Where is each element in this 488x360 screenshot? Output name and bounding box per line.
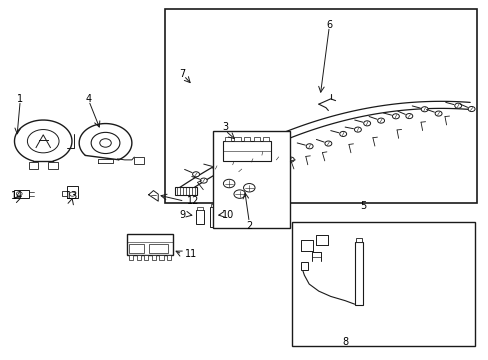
FancyBboxPatch shape	[166, 255, 171, 260]
Circle shape	[405, 113, 412, 118]
FancyBboxPatch shape	[151, 255, 156, 260]
FancyBboxPatch shape	[253, 137, 259, 141]
FancyBboxPatch shape	[244, 137, 250, 141]
Text: 8: 8	[342, 337, 347, 347]
Text: 1: 1	[17, 94, 23, 104]
Text: 4: 4	[85, 94, 92, 104]
Text: 6: 6	[326, 20, 332, 30]
Circle shape	[258, 151, 265, 156]
FancyBboxPatch shape	[129, 244, 143, 253]
Circle shape	[192, 172, 199, 177]
Circle shape	[243, 184, 255, 192]
Circle shape	[287, 157, 294, 162]
Circle shape	[305, 144, 312, 149]
FancyBboxPatch shape	[127, 234, 172, 255]
FancyBboxPatch shape	[209, 207, 217, 226]
FancyBboxPatch shape	[355, 238, 361, 242]
Text: 5: 5	[360, 202, 366, 211]
Circle shape	[91, 132, 120, 154]
FancyBboxPatch shape	[224, 137, 231, 141]
Circle shape	[229, 161, 236, 166]
FancyBboxPatch shape	[29, 162, 39, 169]
FancyBboxPatch shape	[197, 207, 203, 210]
Text: 12: 12	[186, 196, 199, 206]
FancyBboxPatch shape	[67, 186, 78, 198]
Circle shape	[200, 178, 207, 183]
Circle shape	[392, 114, 399, 119]
Text: 2: 2	[245, 221, 252, 231]
FancyBboxPatch shape	[165, 9, 476, 203]
Circle shape	[17, 192, 22, 196]
FancyBboxPatch shape	[144, 255, 148, 260]
Text: 10: 10	[221, 210, 233, 220]
FancyBboxPatch shape	[134, 157, 143, 164]
FancyBboxPatch shape	[159, 255, 163, 260]
Circle shape	[273, 156, 281, 161]
Circle shape	[434, 111, 441, 116]
Text: 11: 11	[184, 249, 197, 259]
Circle shape	[467, 107, 474, 112]
FancyBboxPatch shape	[210, 204, 216, 207]
FancyBboxPatch shape	[292, 222, 473, 346]
FancyBboxPatch shape	[62, 190, 67, 196]
FancyBboxPatch shape	[234, 137, 240, 141]
FancyBboxPatch shape	[129, 255, 133, 260]
FancyBboxPatch shape	[136, 255, 141, 260]
Circle shape	[354, 127, 361, 132]
Circle shape	[100, 139, 111, 147]
FancyBboxPatch shape	[300, 262, 307, 270]
Circle shape	[236, 168, 243, 173]
FancyBboxPatch shape	[263, 137, 269, 141]
Text: 9: 9	[179, 210, 185, 220]
Circle shape	[420, 107, 427, 112]
Circle shape	[339, 131, 346, 136]
FancyBboxPatch shape	[148, 244, 167, 253]
FancyBboxPatch shape	[175, 188, 196, 195]
Circle shape	[233, 190, 245, 198]
FancyBboxPatch shape	[15, 190, 29, 198]
Circle shape	[69, 192, 75, 196]
Text: 14: 14	[11, 191, 23, 201]
Text: 3: 3	[222, 122, 228, 132]
Circle shape	[324, 141, 331, 146]
Circle shape	[363, 121, 370, 126]
Circle shape	[212, 165, 219, 170]
Circle shape	[248, 158, 255, 163]
FancyBboxPatch shape	[354, 242, 363, 305]
Circle shape	[377, 118, 384, 123]
Circle shape	[454, 103, 461, 108]
FancyBboxPatch shape	[48, 162, 58, 169]
Text: 13: 13	[66, 191, 78, 201]
Circle shape	[223, 179, 234, 188]
Text: 7: 7	[179, 69, 185, 79]
FancyBboxPatch shape	[223, 141, 270, 161]
Circle shape	[27, 130, 59, 153]
FancyBboxPatch shape	[195, 210, 204, 224]
FancyBboxPatch shape	[213, 131, 289, 228]
